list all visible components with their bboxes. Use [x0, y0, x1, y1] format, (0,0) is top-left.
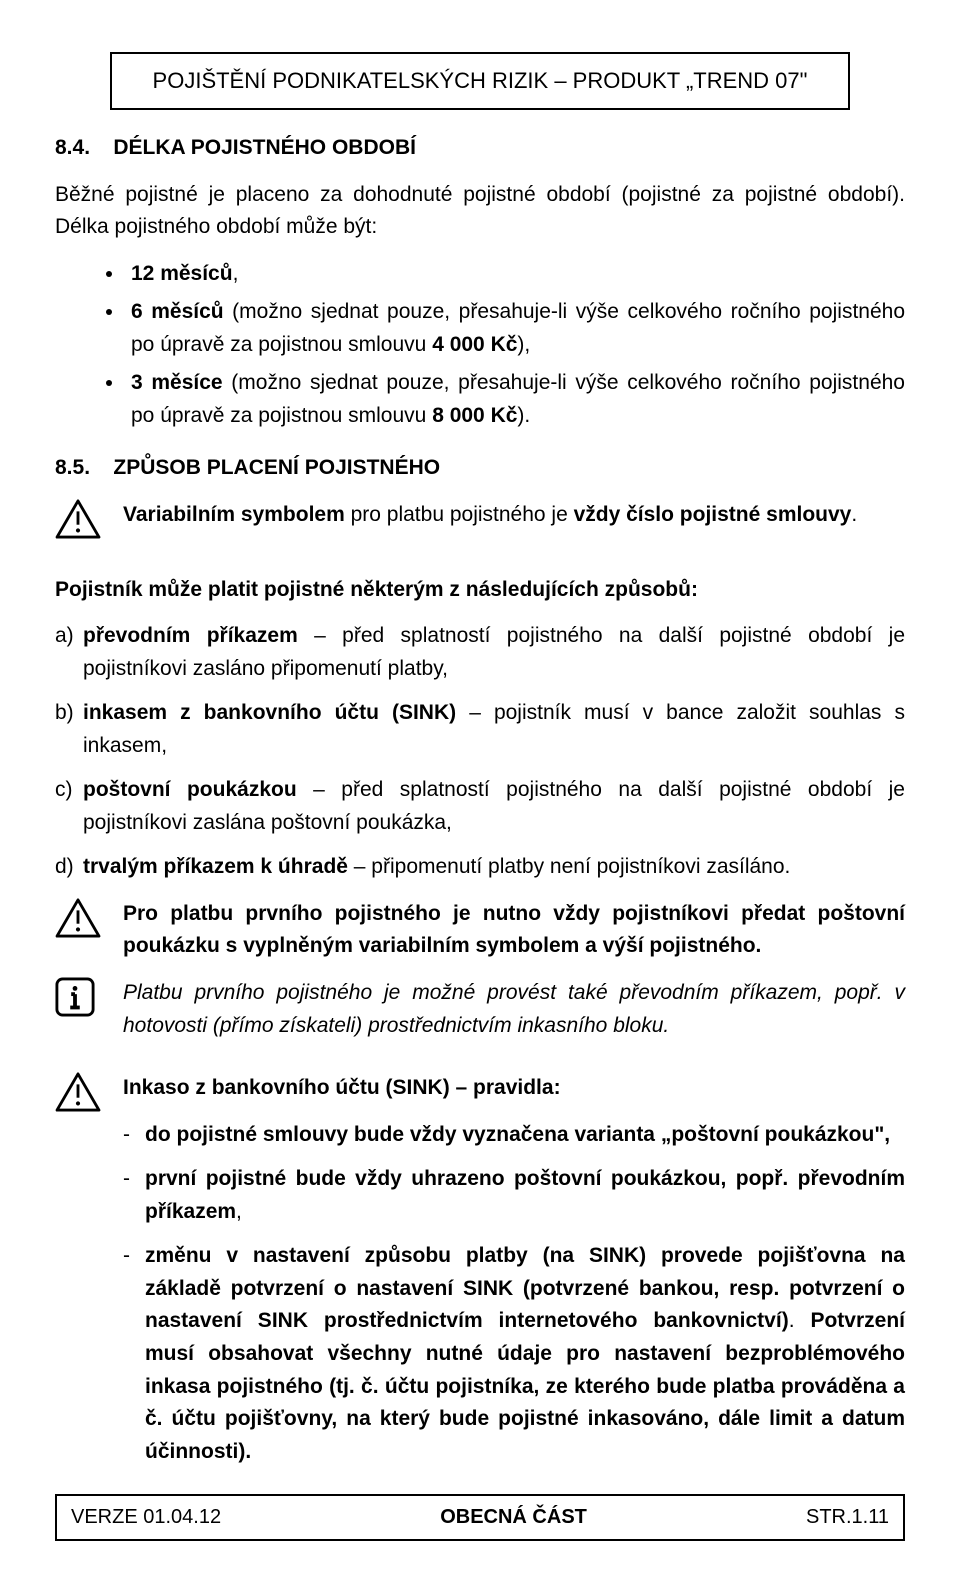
first-payment-info-text: Platbu prvního pojistného je možné prové… [123, 977, 905, 1042]
warning-icon [55, 1072, 101, 1123]
section-8-5-title: ZPŮSOB PLACENÍ POJISTNÉHO [113, 456, 440, 479]
section-8-4-intro: Běžné pojistné je placeno za dohodnuté p… [55, 179, 905, 244]
sink-rules-content: Inkaso z bankovního účtu (SINK) – pravid… [123, 1072, 905, 1480]
method-sink: b)inkasem z bankovního účtu (SINK) – poj… [83, 697, 905, 762]
section-8-4-title: DÉLKA POJISTNÉHO OBDOBÍ [113, 136, 416, 159]
variable-symbol-text: Variabilním symbolem pro platbu pojistné… [123, 499, 905, 532]
page-footer: VERZE 01.04.12 OBECNÁ ČÁST STR.1.11 [55, 1494, 905, 1541]
warning-icon [55, 898, 101, 949]
section-8-4-num: 8.4. [55, 136, 90, 159]
warning-icon [55, 499, 101, 550]
method-standing-order: d)trvalým příkazem k úhradě – připomenut… [83, 851, 905, 884]
footer-page-number: STR.1.11 [806, 1502, 889, 1533]
document-title: POJIŠTĚNÍ PODNIKATELSKÝCH RIZIK – PRODUK… [153, 68, 808, 93]
section-8-4-heading: 8.4. DÉLKA POJISTNÉHO OBDOBÍ [55, 132, 905, 165]
period-3-months: 3 měsíce (možno sjednat pouze, přesahuje… [125, 367, 905, 432]
sink-rules-title: Inkaso z bankovního účtu (SINK) – pravid… [123, 1072, 905, 1105]
period-options-list: 12 měsíců, 6 měsíců (možno sjednat pouze… [55, 258, 905, 433]
sink-rule-1: do pojistné smlouvy bude vždy vyznačena … [123, 1119, 905, 1152]
first-payment-info: Platbu prvního pojistného je možné prové… [55, 977, 905, 1042]
first-payment-warning-text: Pro platbu prvního pojistného je nutno v… [123, 898, 905, 963]
method-postal: c)poštovní poukázkou – před splatností p… [83, 774, 905, 839]
info-icon [55, 977, 101, 1028]
sink-rules-list: do pojistné smlouvy bude vždy vyznačena … [123, 1119, 905, 1468]
sink-rule-3: změnu v nastavení způsobu platby (na SIN… [123, 1240, 905, 1468]
section-8-5-num: 8.5. [55, 456, 90, 479]
section-8-5-heading: 8.5. ZPŮSOB PLACENÍ POJISTNÉHO [55, 452, 905, 485]
first-payment-warning: Pro platbu prvního pojistného je nutno v… [55, 898, 905, 963]
page: POJIŠTĚNÍ PODNIKATELSKÝCH RIZIK – PRODUK… [0, 0, 960, 1586]
sink-rules-block: Inkaso z bankovního účtu (SINK) – pravid… [55, 1072, 905, 1480]
period-12-months: 12 měsíců, [125, 258, 905, 291]
variable-symbol-warning: Variabilním symbolem pro platbu pojistné… [55, 499, 905, 550]
payment-methods-list: a)převodním příkazem – před splatností p… [55, 620, 905, 884]
payment-methods-lead: Pojistník může platit pojistné některým … [55, 574, 905, 607]
document-title-box: POJIŠTĚNÍ PODNIKATELSKÝCH RIZIK – PRODUK… [110, 52, 850, 110]
footer-section: OBECNÁ ČÁST [440, 1502, 587, 1533]
method-transfer: a)převodním příkazem – před splatností p… [83, 620, 905, 685]
period-6-months: 6 měsíců (možno sjednat pouze, přesahuje… [125, 296, 905, 361]
sink-rule-2: první pojistné bude vždy uhrazeno poštov… [123, 1163, 905, 1228]
footer-version: VERZE 01.04.12 [71, 1502, 221, 1533]
